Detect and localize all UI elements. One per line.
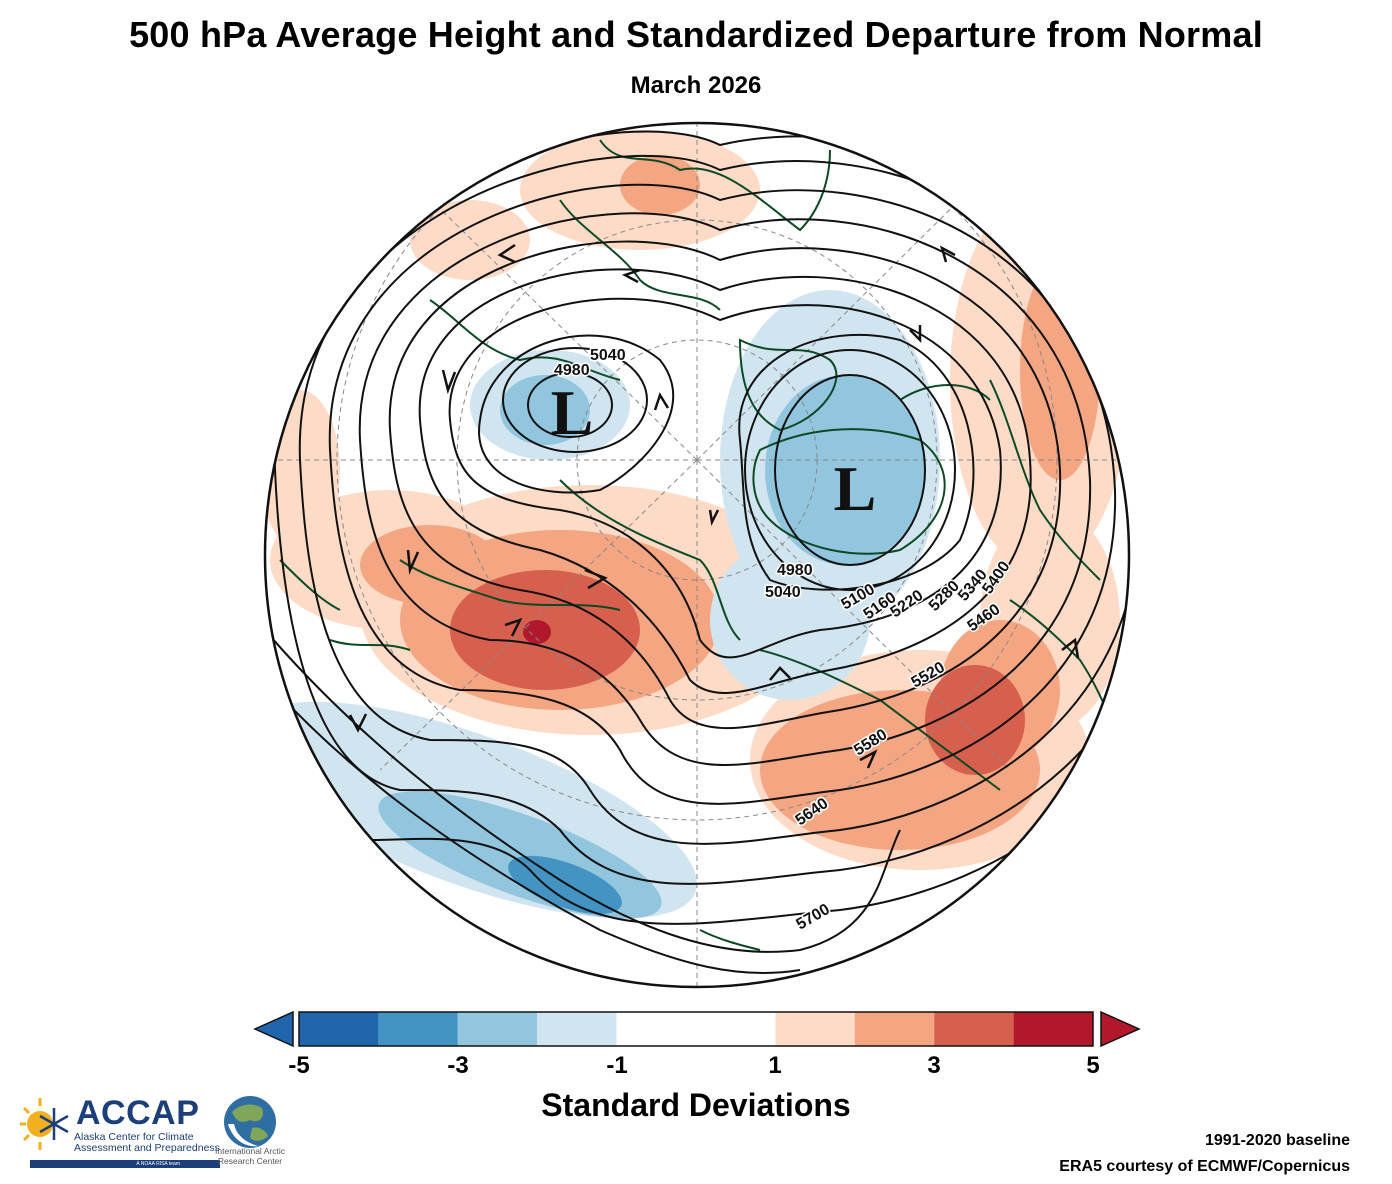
- colorbar-frame: [298, 1011, 1094, 1047]
- anomaly-shading: [265, 130, 1129, 919]
- colorbar-tick-label: 3: [927, 1052, 941, 1079]
- colorbar-title: Standard Deviations: [541, 1087, 851, 1123]
- data-credit: ERA5 courtesy of ECMWF/Copernicus: [1059, 1158, 1350, 1175]
- accap-tagline-bar: A NOAA RISA team: [30, 1160, 220, 1168]
- colorbar-bins: [299, 1012, 1093, 1046]
- colorbar-bin: [299, 1012, 379, 1046]
- accap-fullname: Alaska Center for Climate Assessment and…: [74, 1131, 220, 1154]
- contour-label: 5040: [765, 584, 801, 601]
- anomaly-patch-pos1: [410, 200, 530, 280]
- accap-tagline: A NOAA RISA team: [136, 1161, 180, 1167]
- colorbar-bin: [775, 1012, 855, 1046]
- contour-label: 4980: [777, 562, 813, 579]
- sun-snowflake-icon: [20, 1098, 69, 1150]
- colorbar-tick-label: 1: [768, 1052, 782, 1079]
- low-pressure-label-east: L: [834, 453, 877, 524]
- accap-wordmark: ACCAP: [76, 1094, 200, 1132]
- anomaly-patch-neg2: [765, 375, 925, 565]
- colorbar-tick-label: -1: [606, 1052, 628, 1079]
- low-pressure-label-west: L: [551, 377, 594, 448]
- colorbar-tick-label: -3: [447, 1052, 469, 1079]
- chart-subtitle: March 2026: [630, 72, 762, 99]
- iarc-logo: International Arctic Research Center: [205, 1092, 295, 1172]
- colorbar-bin: [378, 1012, 458, 1046]
- iarc-name: International Arctic Research Center: [215, 1146, 285, 1166]
- baseline-note: 1991-2020 baseline: [1205, 1132, 1350, 1149]
- colorbar-over-arrow: [1100, 1010, 1141, 1048]
- colorbar-under-arrow: [253, 1010, 294, 1048]
- colorbar-bin: [934, 1012, 1014, 1046]
- polar-map: L L 4980 5040 4980 5040 5100 5160 5220 5…: [263, 121, 1131, 989]
- contour-label: 4980: [554, 362, 590, 379]
- anomaly-patch-pos4: [523, 620, 551, 644]
- colorbar-bin: [457, 1012, 538, 1046]
- flow-arrows: [348, 243, 1080, 769]
- globe-icon: [224, 1096, 276, 1148]
- colorbar-bin: [537, 1012, 617, 1046]
- colorbar-tick-label: -5: [288, 1052, 310, 1079]
- colorbar-tick-label: 5: [1086, 1052, 1100, 1079]
- colorbar-bin: [1013, 1012, 1093, 1046]
- anomaly-patch-pos3: [925, 665, 1025, 775]
- chart-title: 500 hPa Average Height and Standardized …: [129, 14, 1263, 55]
- anomaly-patch-neg2: [500, 375, 590, 445]
- colorbar-bin: [854, 1012, 935, 1046]
- colorbar-bin: [616, 1012, 776, 1046]
- contour-label: 5040: [590, 347, 626, 364]
- accap-logo: ACCAP Alaska Center for Climate Assessme…: [16, 1090, 220, 1170]
- anomaly-patch-pos2: [360, 525, 500, 605]
- globe-outline: [263, 121, 1131, 989]
